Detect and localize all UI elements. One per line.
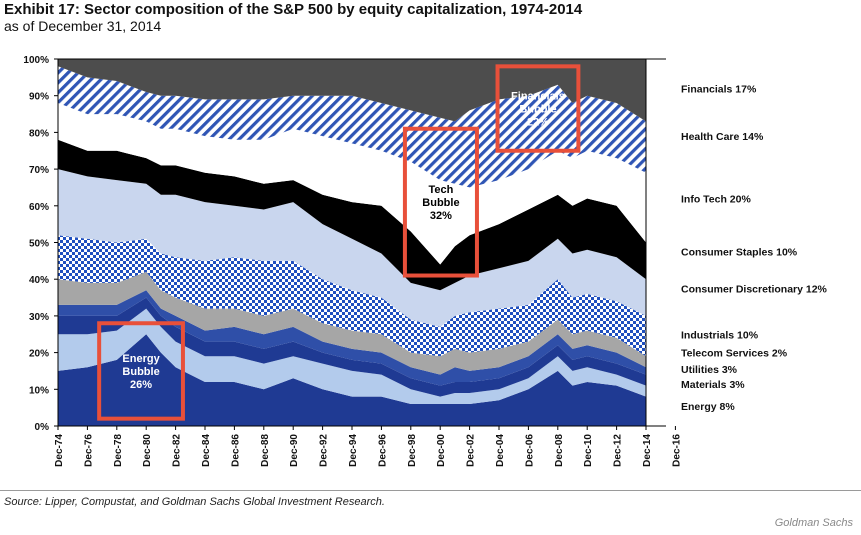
area-info-tech <box>58 139 646 291</box>
annotation-label: Bubble <box>122 366 159 378</box>
legend-telecom-services: Telecom Services 2% <box>681 348 788 360</box>
area-materials <box>58 308 646 404</box>
y-tick-label: 90% <box>29 92 49 103</box>
stacked-area-chart: 0% 10% 20% 30% 40% 50% 60% 70% 80% 90% 100% Dec-74 D… <box>23 55 828 467</box>
annotation-box <box>495 64 581 153</box>
x-tick-label: Dec-10 <box>583 434 594 467</box>
x-tick-label: Dec-00 <box>436 434 447 467</box>
x-tick-label: Dec-84 <box>201 434 212 467</box>
x-tick-label: Dec-06 <box>524 434 535 467</box>
area-consumer-discretionary <box>58 235 646 357</box>
legend-financials: Financials 17% <box>681 83 757 95</box>
legend-industrials: Industrials 10% <box>681 329 759 341</box>
x-tick-label: Dec-16 <box>671 434 682 467</box>
x-tick-label: Dec-76 <box>83 434 94 467</box>
annotation-label: Financials <box>511 91 565 103</box>
annotation-label: 32% <box>430 210 452 222</box>
legend-energy: Energy 8% <box>681 401 735 413</box>
legend-consumer-staples: Consumer Staples 10% <box>681 247 798 259</box>
y-tick-label: 40% <box>29 275 49 286</box>
x-tick-label: Dec-94 <box>348 434 359 467</box>
x-tick-label: Dec-74 <box>54 434 65 467</box>
legend-health-care: Health Care 14% <box>681 131 764 143</box>
x-tick-label: Dec-86 <box>230 434 241 467</box>
annotation-label: 22% <box>527 117 549 129</box>
annotation-label: Tech <box>429 184 454 196</box>
area-health-care <box>58 103 646 265</box>
y-tick-label: 0% <box>35 422 50 433</box>
annotation-box <box>402 126 479 278</box>
x-tick-label: Dec-02 <box>466 434 477 467</box>
axes: 0% 10% 20% 30% 40% 50% 60% 70% 80% 90% 100% Dec-74 D… <box>23 55 682 467</box>
y-tick-label: 50% <box>29 239 49 250</box>
source-note: Source: Lipper, Compustat, and Goldman S… <box>4 496 385 508</box>
x-tick-label: Dec-96 <box>377 434 388 467</box>
footer-divider <box>0 490 861 491</box>
area-energy <box>58 334 646 426</box>
y-tick-label: 100% <box>23 55 49 66</box>
x-tick-label: Dec-90 <box>289 434 300 467</box>
x-tick-label: Dec-78 <box>113 434 124 467</box>
x-tick-label: Dec-92 <box>319 434 330 467</box>
y-tick-label: 70% <box>29 165 49 176</box>
x-tick-label: Dec-04 <box>495 434 506 467</box>
chart-subtitle: as of December 31, 2014 <box>4 18 162 34</box>
y-tick-label: 10% <box>29 385 49 396</box>
annotation-label: Bubble <box>519 104 556 116</box>
x-tick-label: Dec-12 <box>613 434 624 467</box>
x-tick-label: Dec-82 <box>172 434 183 467</box>
x-tick-label: Dec-80 <box>142 434 153 467</box>
y-tick-label: 60% <box>29 202 49 213</box>
y-tick-label: 20% <box>29 349 49 360</box>
x-tick-label: Dec-08 <box>554 434 565 467</box>
x-tick-label: Dec-98 <box>407 434 418 467</box>
y-tick-label: 30% <box>29 312 49 323</box>
chart-title: Exhibit 17: Sector composition of the S&… <box>4 1 583 18</box>
annotation-label: 26% <box>130 379 152 391</box>
area-consumer-staples <box>58 169 646 327</box>
annotation-label: Energy <box>122 353 160 365</box>
legend-consumer-discretionary: Consumer Discretionary 12% <box>681 283 828 295</box>
area-industrials <box>58 271 646 375</box>
brand-logo-text: Goldman Sachs <box>774 517 853 529</box>
legend: Energy 8% Materials 3% Utilities 3% Telecom… <box>681 83 828 412</box>
area-financials <box>58 66 646 188</box>
annotations: EnergyBubble26%TechBubble32%FinancialsBu… <box>97 64 581 421</box>
x-tick-label: Dec-14 <box>642 434 653 467</box>
legend-info-tech: Info Tech 20% <box>681 193 751 205</box>
x-tick-label: Dec-88 <box>260 434 271 467</box>
annotation-box <box>97 321 185 421</box>
annotation-label: Bubble <box>422 197 459 209</box>
legend-materials: Materials 3% <box>681 379 745 391</box>
legend-utilities: Utilities 3% <box>681 364 738 376</box>
y-tick-label: 80% <box>29 128 49 139</box>
